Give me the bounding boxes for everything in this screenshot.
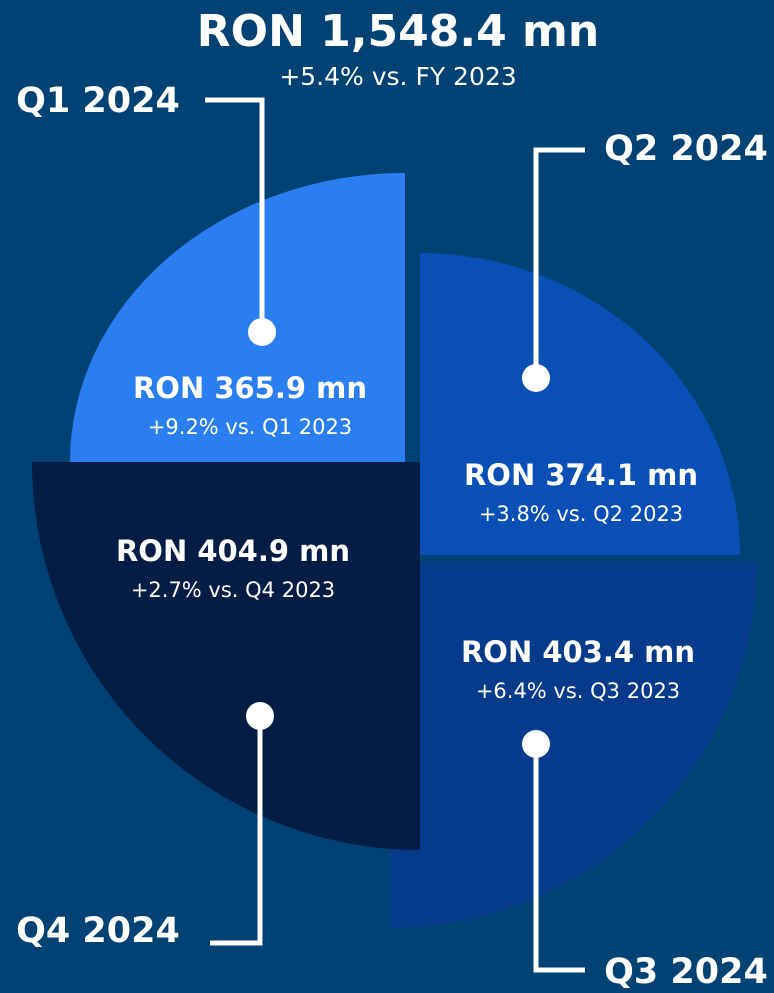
quarter-change: +3.8% vs. Q2 2023 bbox=[479, 502, 683, 526]
q2-wedge bbox=[420, 253, 740, 555]
title: RON 1,548.4 mn bbox=[197, 6, 599, 57]
quarter-label: Q2 2024 bbox=[604, 129, 768, 169]
quarter-change: +2.7% vs. Q4 2023 bbox=[131, 578, 335, 602]
q2-callout bbox=[533, 147, 585, 378]
quarter-label: Q3 2024 bbox=[604, 952, 768, 992]
quarter-value: RON 365.9 mn bbox=[133, 371, 367, 405]
quarter-change: +6.4% vs. Q3 2023 bbox=[476, 679, 680, 703]
q3-dot bbox=[522, 730, 550, 758]
subtitle: +5.4% vs. FY 2023 bbox=[279, 62, 516, 91]
quarter-label: Q1 2024 bbox=[16, 81, 180, 121]
quarter-value: RON 404.9 mn bbox=[116, 534, 350, 568]
q4-callout bbox=[210, 716, 263, 946]
q1-wedge bbox=[70, 173, 405, 462]
quarter-label: Q4 2024 bbox=[16, 911, 180, 951]
q1-dot bbox=[248, 318, 276, 346]
quarter-value: RON 403.4 mn bbox=[461, 635, 695, 669]
q1-callout bbox=[205, 97, 265, 332]
q3-callout bbox=[533, 744, 585, 973]
q4-dot bbox=[246, 702, 274, 730]
quarter-change: +9.2% vs. Q1 2023 bbox=[148, 415, 352, 439]
q3-wedge bbox=[390, 562, 757, 928]
q4-wedge bbox=[32, 462, 420, 850]
q2-dot bbox=[522, 364, 550, 392]
quarter-value: RON 374.1 mn bbox=[464, 458, 698, 492]
